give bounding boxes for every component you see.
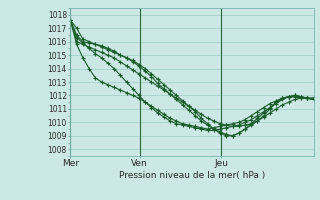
X-axis label: Pression niveau de la mer( hPa ): Pression niveau de la mer( hPa ) bbox=[119, 171, 265, 180]
